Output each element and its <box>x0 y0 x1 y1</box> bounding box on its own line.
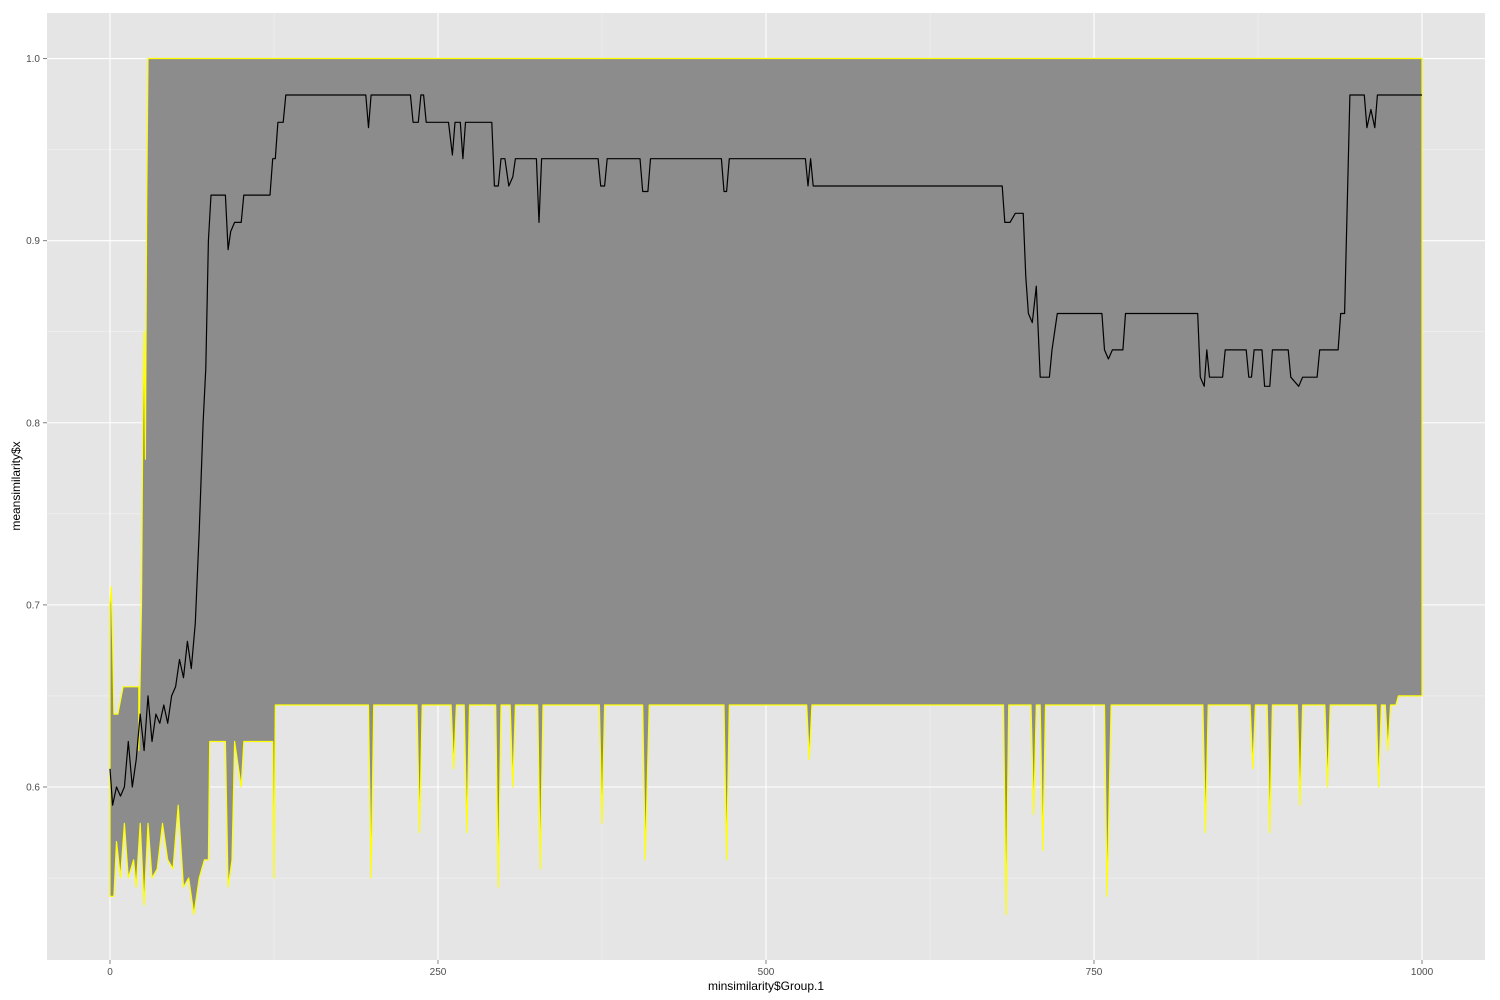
x-tick-label: 500 <box>758 967 775 978</box>
y-tick-label: 0.7 <box>26 600 40 611</box>
x-tick-label: 250 <box>430 967 447 978</box>
x-tick-label: 750 <box>1086 967 1103 978</box>
ribbon-layer <box>109 57 1423 916</box>
ribbon-area <box>109 57 1423 916</box>
x-axis: 0 250 500 750 1000 <box>107 960 1434 978</box>
y-axis: 0.6 0.7 0.8 0.9 1.0 <box>26 54 47 793</box>
x-axis-title: minsimilarity$Group.1 <box>708 979 824 993</box>
y-axis-title: meansimilarity$x <box>9 441 23 530</box>
y-tick-label: 0.9 <box>26 236 40 247</box>
y-tick-label: 0.8 <box>26 418 40 429</box>
x-tick-label: 0 <box>107 967 113 978</box>
mean-line <box>109 94 1422 806</box>
x-tick-label: 1000 <box>1411 967 1434 978</box>
line-layer <box>109 94 1422 806</box>
y-tick-label: 0.6 <box>26 782 40 793</box>
y-tick-label: 1.0 <box>26 54 40 65</box>
